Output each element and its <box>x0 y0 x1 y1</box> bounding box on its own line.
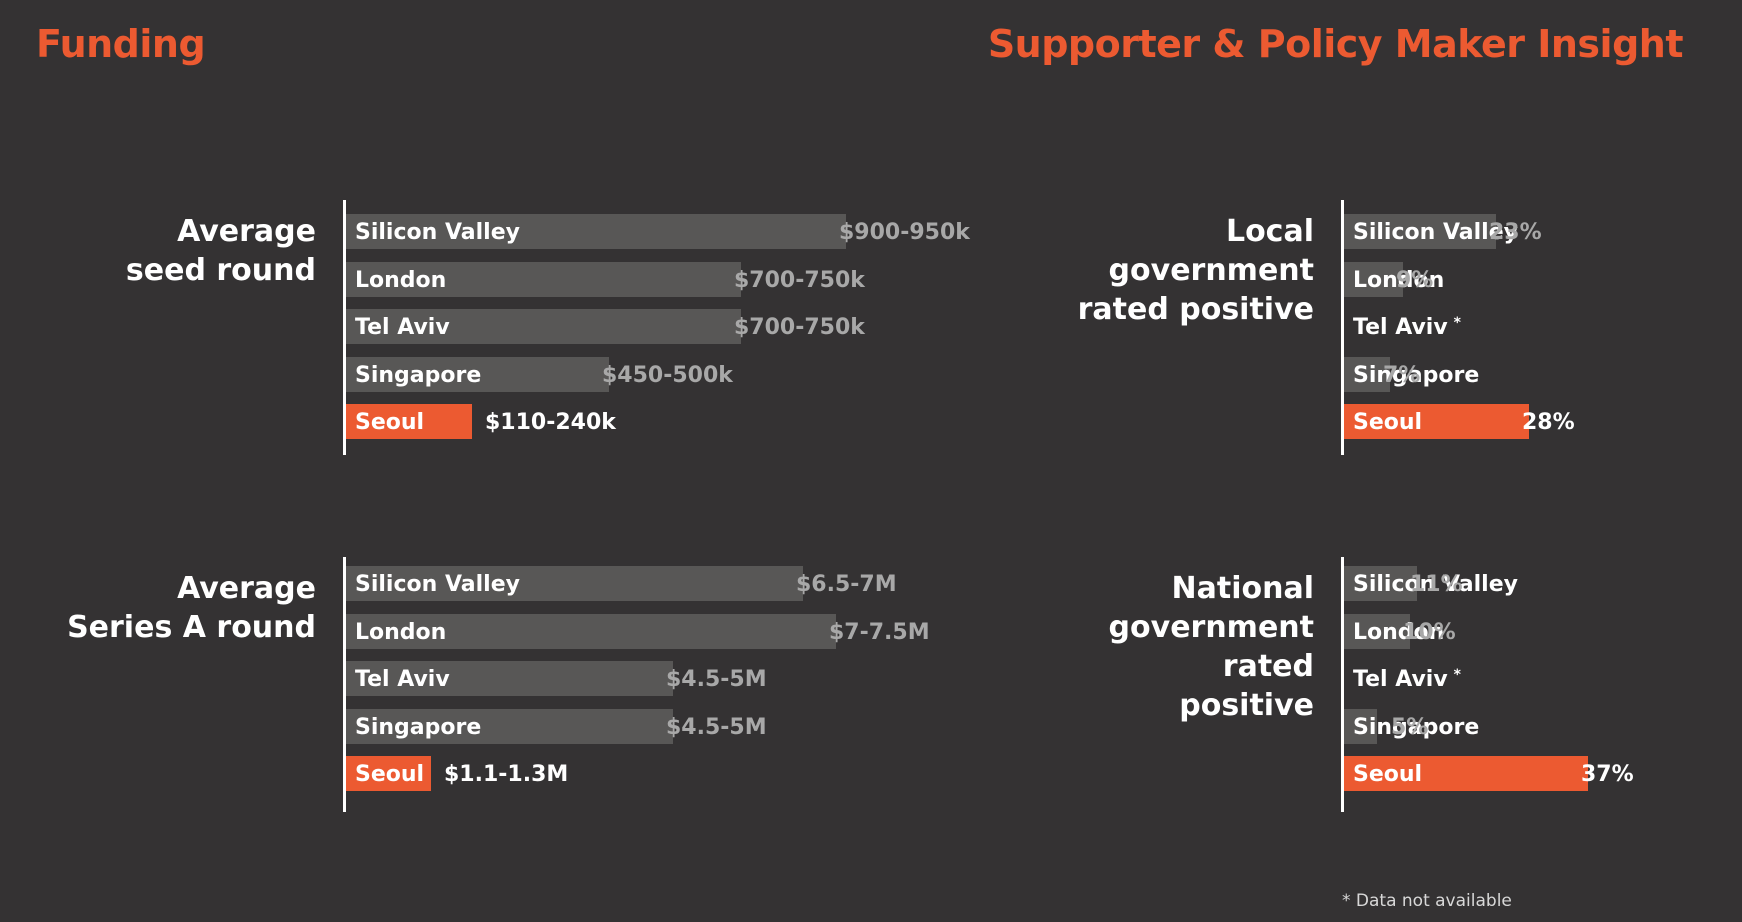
value-label: $900-950k <box>839 220 970 245</box>
bar-row-silicon-valley: Silicon Valley $6.5-7M <box>346 566 976 601</box>
bar-row-singapore: Singapore 5% <box>1344 708 1742 744</box>
bar-seoul <box>1344 756 1588 791</box>
national-government-chart: National government rated positive Silic… <box>1109 557 1721 812</box>
national-government-title: National government rated positive <box>1108 571 1314 723</box>
category-label: Seoul <box>355 410 425 435</box>
bar-singapore <box>346 708 673 744</box>
not-available-marker: * <box>1453 315 1461 331</box>
series-a-chart: Average Series A round Silicon Valley $6.… <box>67 557 930 812</box>
bar-silicon-valley <box>346 214 846 249</box>
value-label: 10% <box>1403 619 1456 645</box>
value-label: $700-750k <box>734 267 865 293</box>
series-a-axis <box>343 557 346 812</box>
bar-row-seoul: Seoul $110-240k <box>346 404 986 439</box>
bar-singapore <box>346 356 609 392</box>
seed-round-chart: Average seed round Silicon Valley $900-95… <box>126 200 970 455</box>
category-label: Tel Aviv <box>355 667 450 692</box>
category-label: Seoul <box>1353 410 1423 435</box>
bar-seoul <box>346 756 431 791</box>
bar-row-singapore: Singapore 7% <box>1344 356 1742 392</box>
value-label: 28% <box>1522 410 1575 435</box>
bar-seoul <box>346 404 472 439</box>
value-label: 11% <box>1410 572 1463 597</box>
value-label: $700-750k <box>734 315 865 340</box>
local-government-axis <box>1341 200 1344 455</box>
bar-row-london: London 9% <box>1344 261 1742 297</box>
seed-round-title: Average seed round <box>125 214 316 288</box>
category-label: Tel Aviv * <box>1353 315 1461 340</box>
category-label: Singapore <box>1353 714 1480 740</box>
seed-round-axis <box>343 200 346 455</box>
bar-london <box>1344 261 1403 297</box>
bar-row-silicon-valley: Silicon Valley 23% <box>1344 214 1742 249</box>
bar-row-seoul: Seoul $1.1-1.3M <box>346 756 976 791</box>
value-label: $7-7.5M <box>829 619 930 645</box>
value-label: $4.5-5M <box>666 714 767 740</box>
value-label: 7% <box>1383 362 1421 388</box>
bar-row-tel-aviv: Tel Aviv * <box>1344 309 1742 344</box>
category-label: Silicon Valley <box>1353 572 1518 597</box>
bar-row-singapore: Singapore $4.5-5M <box>346 708 976 744</box>
category-label: Silicon Valley <box>355 220 520 245</box>
category-label: Seoul <box>1353 762 1423 787</box>
bar-row-tel-aviv: Tel Aviv * <box>1344 661 1742 696</box>
bar-silicon-valley <box>1344 566 1417 601</box>
value-label: 9% <box>1396 267 1434 293</box>
bar-silicon-valley <box>346 566 803 601</box>
category-label: London <box>1353 619 1445 645</box>
value-label: $6.5-7M <box>796 572 897 597</box>
bar-london <box>1344 613 1410 649</box>
local-government-title: Local government rated positive <box>1077 214 1314 327</box>
bar-singapore <box>1344 356 1390 392</box>
national-government-axis <box>1341 557 1344 812</box>
bar-singapore <box>1344 708 1377 744</box>
bar-london <box>346 261 741 297</box>
footnote: * Data not available <box>1342 891 1512 911</box>
category-label: Tel Aviv <box>355 315 450 340</box>
not-available-marker: * <box>1453 667 1461 683</box>
bar-seoul <box>1344 404 1529 439</box>
value-label: $4.5-5M <box>666 667 767 692</box>
bar-row-london: London $700-750k <box>346 261 986 297</box>
bar-row-singapore: Singapore $450-500k <box>346 356 986 392</box>
value-label: $450-500k <box>602 362 733 388</box>
category-label: Seoul <box>355 762 425 787</box>
bar-tel-aviv <box>346 309 741 344</box>
category-label: Singapore <box>355 362 482 388</box>
category-label: Silicon Valley <box>1353 220 1518 245</box>
bar-silicon-valley <box>1344 214 1496 249</box>
category-label: London <box>1353 267 1445 293</box>
category-label: Singapore <box>1353 362 1480 388</box>
category-label: Tel Aviv * <box>1353 667 1461 692</box>
value-label: $1.1-1.3M <box>444 762 569 787</box>
value-label: 37% <box>1581 762 1634 787</box>
funding-heading: Funding <box>36 22 206 66</box>
insight-heading: Supporter & Policy Maker Insight <box>987 22 1684 66</box>
value-label: 5% <box>1391 714 1429 740</box>
category-label: London <box>355 267 447 293</box>
bar-row-seoul: Seoul 37% <box>1344 756 1742 791</box>
local-government-chart: Local government rated positive Silicon … <box>1078 200 1721 455</box>
category-label: Singapore <box>355 714 482 740</box>
bar-row-london: London $7-7.5M <box>346 613 976 649</box>
bar-london <box>346 613 836 649</box>
series-a-title: Average Series A round <box>67 571 316 645</box>
bar-row-seoul: Seoul 28% <box>1344 404 1742 439</box>
value-label: 23% <box>1489 220 1542 245</box>
category-label: London <box>355 619 447 645</box>
bar-row-tel-aviv: Tel Aviv $700-750k <box>346 309 986 344</box>
bar-row-london: London 10% <box>1344 613 1742 649</box>
value-label: $110-240k <box>485 410 616 435</box>
bar-row-tel-aviv: Tel Aviv $4.5-5M <box>346 661 976 696</box>
bar-tel-aviv <box>346 661 673 696</box>
category-label: Silicon Valley <box>355 572 520 597</box>
bar-row-silicon-valley: Silicon Valley $900-950k <box>346 214 986 249</box>
bar-row-silicon-valley: Silicon Valley 11% <box>1344 566 1742 601</box>
